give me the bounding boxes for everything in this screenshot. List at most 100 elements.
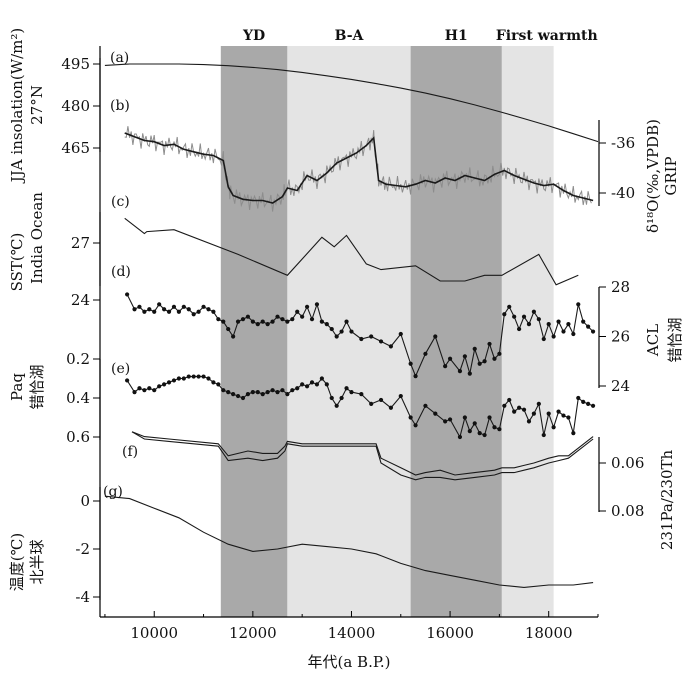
- y-tick-label-g-2: -4: [75, 588, 90, 606]
- point-d-30: [275, 314, 280, 319]
- point-e-38: [314, 382, 320, 387]
- point-e-12: [186, 374, 191, 379]
- point-d-7: [161, 307, 167, 312]
- y-tick-label-a-2: 465: [61, 139, 90, 157]
- band-label-0: YD: [242, 28, 265, 44]
- point-d-19: [221, 319, 226, 324]
- point-d-61: [477, 361, 482, 366]
- point-e-40: [324, 382, 329, 387]
- point-d-8: [166, 309, 172, 314]
- y-tick-label-e-0: 0.2: [66, 350, 90, 368]
- series-f-1: [131, 431, 594, 481]
- point-d-26: [255, 322, 260, 327]
- point-e-43: [339, 395, 344, 401]
- series-b-0: [124, 132, 594, 204]
- point-e-73: [536, 401, 541, 406]
- point-e-39: [319, 376, 324, 381]
- point-e-13: [191, 374, 196, 379]
- panel-label-e: (e): [111, 361, 130, 377]
- y-tick-label-f-1: 0.08: [611, 502, 644, 520]
- point-e-67: [507, 397, 512, 403]
- ylabel-e: Paq: [8, 373, 26, 401]
- point-d-63: [487, 341, 492, 347]
- point-d-6: [157, 302, 162, 307]
- ylabel2-a: 27°N: [28, 85, 46, 125]
- point-e-50: [398, 393, 403, 399]
- point-e-46: [359, 392, 364, 397]
- point-d-37: [309, 317, 315, 322]
- band-label-1: B-A: [335, 28, 365, 44]
- point-e-56: [447, 417, 453, 422]
- point-e-2: [137, 386, 142, 391]
- y-tick-label-b-0: -36: [611, 134, 635, 152]
- point-d-18: [216, 317, 221, 322]
- point-e-9: [171, 378, 177, 383]
- y-tick-label-b-1: -40: [611, 184, 635, 202]
- point-e-48: [378, 397, 384, 403]
- point-d-42: [334, 334, 339, 339]
- point-d-57: [457, 369, 463, 374]
- x-tick-label-4: 18000: [525, 624, 573, 642]
- point-d-70: [521, 314, 527, 319]
- point-d-10: [176, 309, 181, 314]
- point-d-47: [369, 334, 374, 339]
- point-d-28: [265, 322, 270, 327]
- point-e-20: [226, 390, 231, 395]
- point-d-71: [526, 322, 532, 327]
- ylabel-g: 温度(℃): [8, 533, 26, 591]
- point-d-9: [171, 304, 177, 309]
- series-c-0: [124, 217, 579, 286]
- point-d-12: [186, 307, 191, 312]
- point-e-68: [512, 409, 517, 414]
- point-d-59: [467, 371, 472, 376]
- point-e-55: [443, 419, 448, 424]
- ylabel-a: JJA insolation(W/m²): [8, 28, 26, 184]
- y-tick-label-c-0: 27: [71, 234, 90, 252]
- point-e-7: [161, 382, 167, 387]
- point-e-58: [462, 415, 467, 420]
- ylabel-b: δ¹⁸O(‰,VPDB): [644, 119, 662, 233]
- point-e-29: [270, 388, 275, 393]
- point-e-81: [576, 395, 581, 401]
- point-d-69: [517, 326, 522, 332]
- point-d-62: [482, 359, 487, 364]
- point-e-42: [334, 403, 339, 408]
- point-d-5: [152, 309, 157, 314]
- point-e-15: [201, 374, 206, 379]
- point-e-28: [265, 390, 270, 395]
- axes: [93, 46, 606, 618]
- x-tick-label-2: 14000: [328, 624, 376, 642]
- point-d-78: [561, 329, 566, 334]
- point-d-64: [492, 356, 497, 361]
- point-e-80: [571, 431, 576, 436]
- point-d-52: [413, 374, 418, 379]
- point-d-82: [581, 319, 586, 324]
- series-f-0: [131, 431, 594, 476]
- point-d-76: [551, 334, 556, 339]
- point-e-82: [581, 399, 586, 404]
- y-tick-label-g-0: 0: [80, 492, 90, 510]
- point-d-49: [388, 344, 394, 349]
- point-e-70: [521, 407, 527, 412]
- panel-label-d: (d): [111, 264, 131, 280]
- point-d-44: [344, 319, 349, 324]
- ylabel-d: ACL: [644, 324, 662, 357]
- ylabel-f: 231Pa/230Th: [658, 449, 676, 550]
- point-e-65: [497, 427, 502, 432]
- point-e-11: [181, 376, 186, 381]
- point-e-22: [235, 393, 241, 399]
- point-d-41: [329, 326, 334, 332]
- point-d-15: [201, 304, 206, 309]
- point-e-17: [211, 380, 216, 385]
- point-e-79: [566, 415, 571, 420]
- band-label-2: H1: [445, 28, 468, 44]
- point-d-67: [507, 304, 512, 309]
- point-d-40: [324, 322, 329, 327]
- point-d-65: [497, 351, 502, 356]
- point-d-34: [295, 309, 300, 314]
- point-e-6: [157, 384, 162, 389]
- point-d-79: [566, 322, 571, 327]
- point-e-45: [349, 390, 354, 395]
- period-band-labels: YD B-A H1 First warmth: [242, 28, 598, 44]
